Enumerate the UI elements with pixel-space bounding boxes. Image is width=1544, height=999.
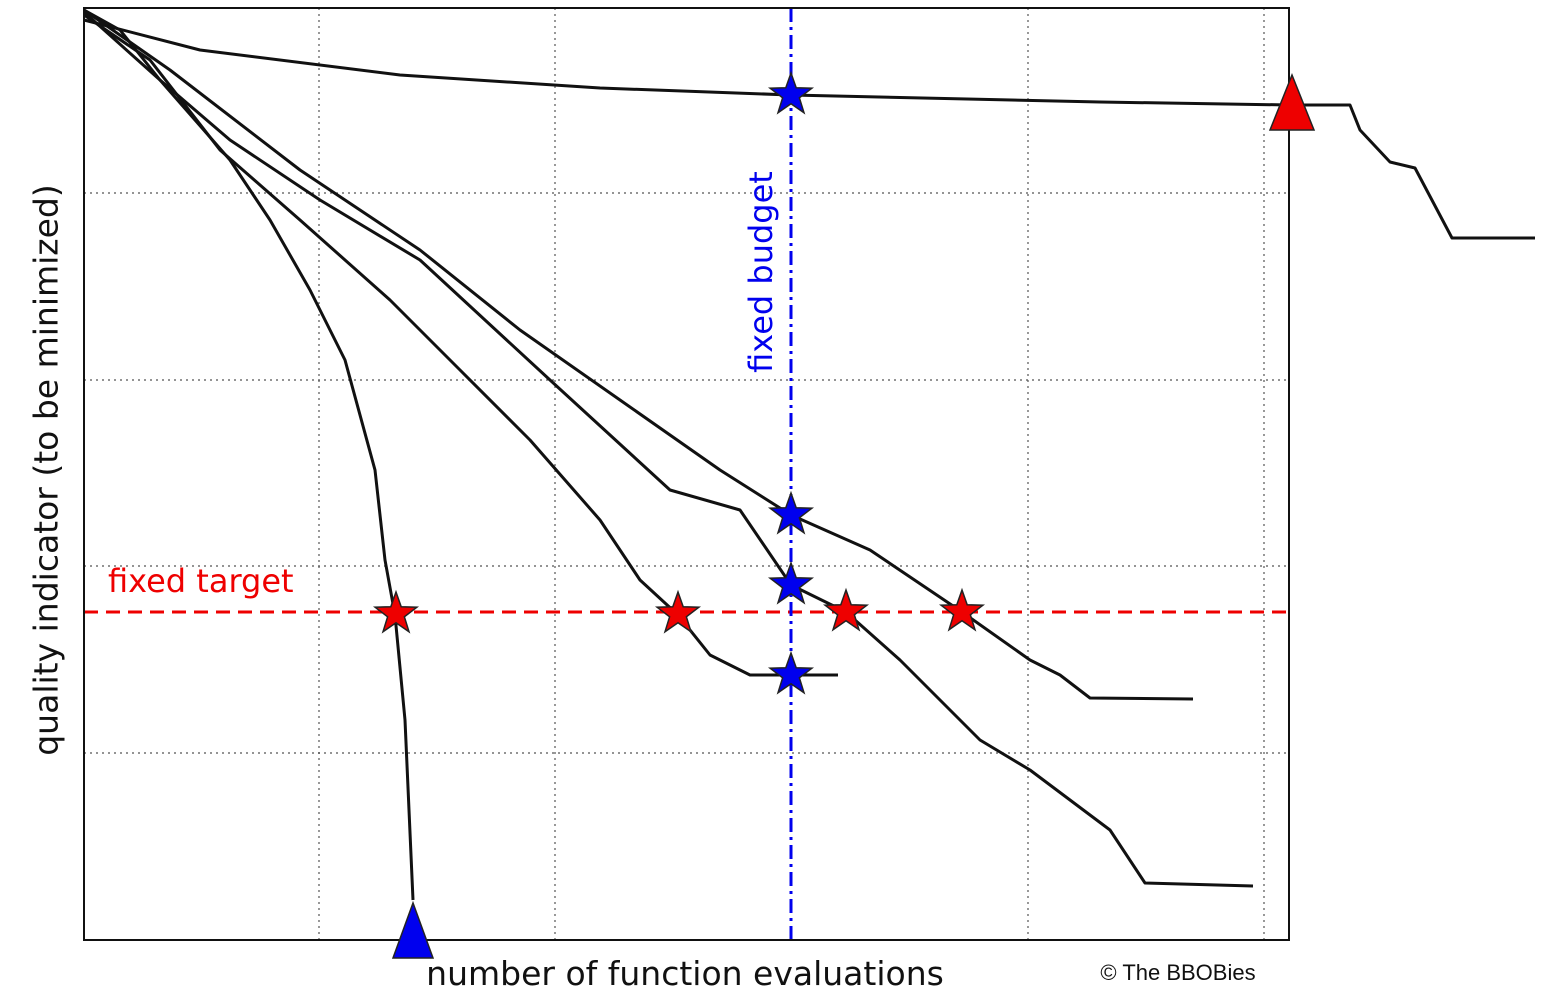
blue-triangle — [391, 900, 435, 959]
x-axis-label: number of function evaluations — [426, 954, 944, 993]
red-triangle — [1268, 72, 1316, 131]
budget-label: fixed budget — [742, 171, 780, 373]
target-label: fixed target — [108, 562, 294, 600]
budget-stars — [769, 72, 813, 694]
plot-frame — [83, 7, 1290, 941]
credit: © The BBOBies — [1100, 960, 1255, 985]
y-axis-label: quality indicator (to be minimized) — [27, 184, 66, 756]
curves — [82, 8, 1535, 901]
grid — [84, 8, 1289, 940]
